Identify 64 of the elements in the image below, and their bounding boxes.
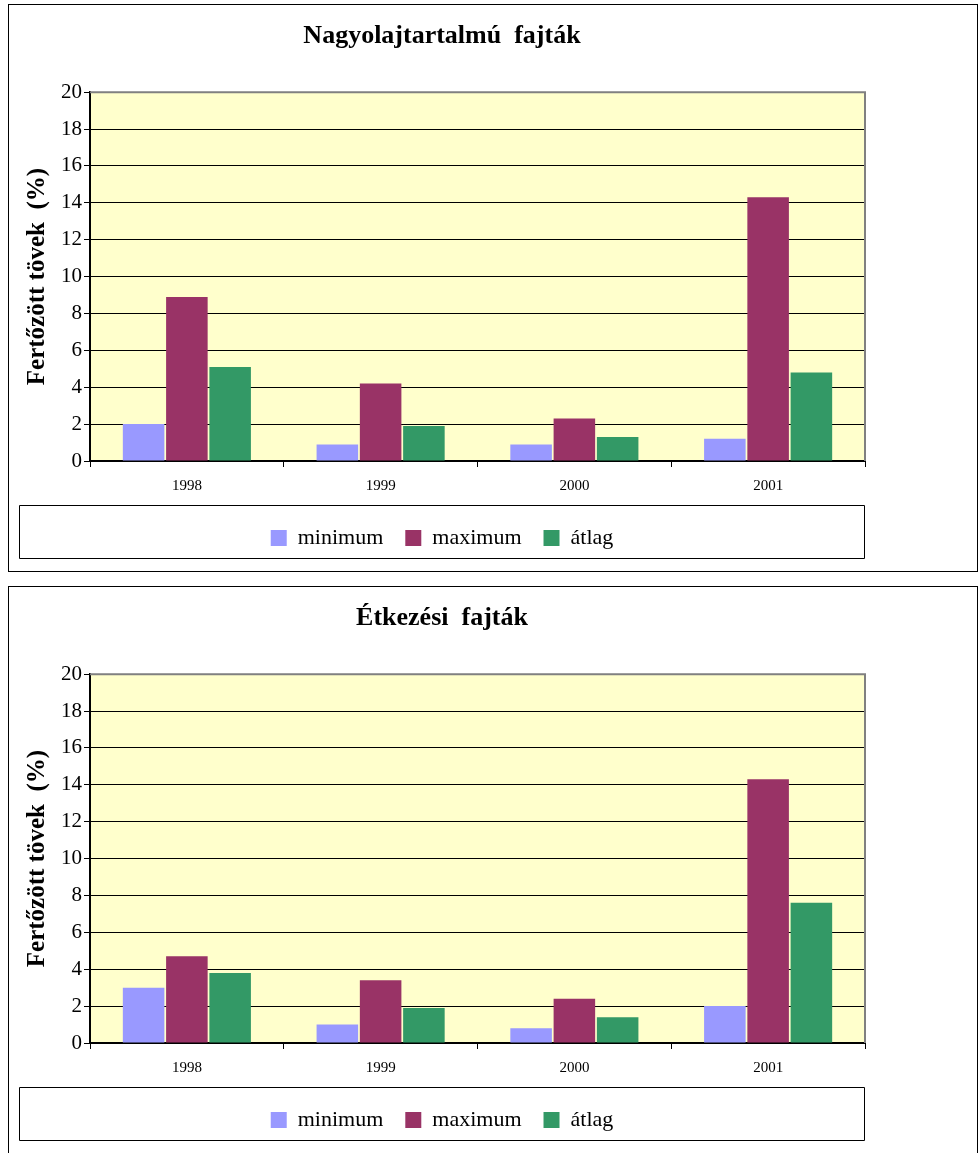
x-tick-label: 1999	[365, 476, 396, 493]
bar	[790, 372, 833, 461]
legend-label: minimum	[297, 1105, 384, 1131]
bar	[747, 779, 789, 1043]
bar	[359, 383, 402, 461]
y-tick-label: 18	[61, 115, 82, 140]
bar	[403, 1007, 445, 1043]
y-tick-label: 8	[71, 882, 82, 906]
y-tick-label: 4	[71, 955, 83, 980]
legend-label: átlag	[570, 523, 614, 549]
y-tick-label: 4	[71, 373, 83, 398]
y-tick-label: 12	[61, 226, 82, 251]
bar	[122, 987, 165, 1043]
bar	[704, 1006, 746, 1043]
y-tick-label: 14	[61, 771, 83, 796]
bar	[316, 1024, 359, 1043]
y-axis-title: Fertőzött tövek (%)	[22, 167, 51, 386]
bar	[359, 980, 402, 1043]
chart-title: Étkezési fajták	[356, 602, 529, 632]
y-tick-label: 0	[71, 447, 82, 472]
x-tick-label: 2000	[559, 476, 590, 493]
y-tick-label: 20	[61, 78, 82, 103]
y-tick-label: 0	[71, 1029, 82, 1054]
y-tick-label: 14	[61, 189, 83, 214]
legend-label: maximum	[432, 523, 522, 549]
bar	[209, 972, 251, 1043]
bar	[704, 438, 746, 461]
y-tick-label: 8	[71, 300, 82, 324]
y-tick-label: 2	[71, 992, 82, 1017]
bar	[510, 444, 552, 461]
bar	[122, 424, 165, 461]
x-tick-label: 2001	[753, 1058, 784, 1075]
y-tick-label: 6	[71, 918, 82, 943]
x-tick-label: 2000	[559, 1058, 590, 1075]
x-tick-label: 1998	[171, 1058, 202, 1075]
x-tick-label: 1999	[365, 1058, 396, 1075]
y-tick-label: 2	[71, 410, 82, 435]
x-tick-label: 2001	[753, 476, 784, 493]
bar	[403, 425, 445, 461]
bar	[553, 998, 596, 1043]
bar	[596, 1017, 639, 1043]
bar	[166, 296, 208, 461]
y-tick-label: 18	[61, 697, 82, 722]
y-tick-label: 16	[61, 152, 82, 177]
y-tick-label: 10	[61, 263, 82, 288]
legend-label: minimum	[297, 523, 384, 549]
bar	[790, 902, 833, 1043]
y-tick-label: 6	[71, 336, 82, 361]
x-tick-label: 1998	[171, 476, 202, 493]
y-tick-label: 16	[61, 734, 82, 759]
chart-title: Nagyolajtartalmú fajták	[303, 20, 582, 50]
bar	[316, 444, 359, 461]
bar	[166, 956, 208, 1043]
y-axis-title: Fertőzött tövek (%)	[22, 749, 51, 968]
bar	[510, 1028, 552, 1043]
y-tick-label: 20	[61, 660, 82, 685]
legend-label: maximum	[432, 1105, 522, 1131]
bar	[553, 418, 596, 461]
y-tick-label: 10	[61, 845, 82, 870]
bar	[747, 197, 789, 461]
y-tick-label: 12	[61, 808, 82, 833]
legend-label: átlag	[570, 1105, 614, 1131]
bar	[596, 437, 639, 461]
bar	[209, 366, 251, 461]
